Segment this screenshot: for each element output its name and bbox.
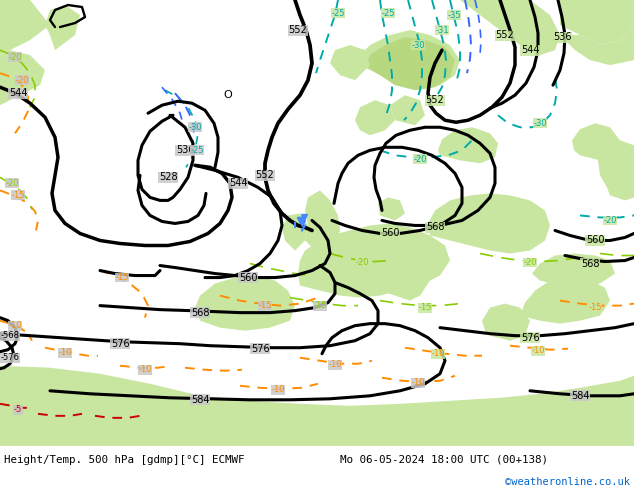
Text: -5: -5 (14, 405, 22, 415)
Text: -568: -568 (1, 331, 20, 340)
Text: 544: 544 (9, 88, 27, 98)
Text: -15: -15 (588, 303, 602, 312)
Text: 536: 536 (176, 146, 194, 155)
Text: -15: -15 (11, 191, 25, 200)
Text: -20: -20 (8, 52, 22, 62)
Text: 576: 576 (521, 333, 540, 343)
Text: -30: -30 (533, 119, 547, 128)
Text: -15: -15 (418, 303, 432, 312)
Text: -10: -10 (271, 385, 285, 394)
Text: -20: -20 (15, 75, 29, 85)
Text: -20: -20 (5, 179, 19, 188)
Text: -10: -10 (8, 321, 22, 330)
Polygon shape (560, 25, 634, 65)
Polygon shape (428, 194, 550, 253)
Text: -15: -15 (115, 273, 129, 282)
Text: 576: 576 (111, 339, 129, 349)
Text: 568: 568 (191, 308, 209, 318)
Polygon shape (360, 30, 460, 90)
Text: -25: -25 (190, 146, 204, 155)
Text: -20: -20 (413, 155, 427, 164)
Text: 560: 560 (239, 272, 257, 283)
Text: 560: 560 (586, 236, 604, 245)
Polygon shape (580, 0, 634, 10)
Text: Mo 06-05-2024 18:00 UTC (00+138): Mo 06-05-2024 18:00 UTC (00+138) (340, 455, 548, 465)
Polygon shape (390, 95, 425, 125)
Text: -10: -10 (431, 349, 444, 358)
Text: -10: -10 (138, 365, 152, 374)
Polygon shape (5, 0, 22, 15)
Polygon shape (520, 277, 610, 324)
Polygon shape (0, 50, 45, 105)
Text: 544: 544 (521, 45, 540, 55)
Polygon shape (298, 223, 450, 297)
Text: 536: 536 (553, 32, 571, 42)
Text: 560: 560 (381, 228, 399, 239)
Text: -10: -10 (531, 346, 545, 355)
Polygon shape (0, 0, 50, 55)
Text: -10: -10 (58, 348, 72, 357)
Text: 552: 552 (288, 25, 307, 35)
Polygon shape (460, 0, 560, 55)
Text: 528: 528 (158, 172, 178, 182)
Polygon shape (195, 275, 295, 331)
Text: 552: 552 (425, 95, 444, 105)
Text: 584: 584 (191, 395, 209, 405)
Text: 584: 584 (571, 391, 589, 401)
Polygon shape (305, 191, 340, 250)
Text: -30: -30 (188, 123, 202, 132)
Text: -20: -20 (523, 258, 537, 267)
Polygon shape (45, 5, 80, 50)
Polygon shape (482, 304, 530, 341)
Polygon shape (282, 214, 308, 250)
Polygon shape (598, 140, 634, 200)
Text: -15: -15 (313, 301, 327, 310)
Polygon shape (572, 123, 620, 160)
Text: -15: -15 (258, 301, 272, 310)
Polygon shape (330, 45, 370, 80)
Text: 568: 568 (581, 259, 599, 269)
Text: 552: 552 (496, 30, 514, 40)
Text: -35: -35 (447, 10, 461, 20)
Text: -576: -576 (1, 353, 20, 362)
Text: 544: 544 (229, 178, 247, 188)
Text: 552: 552 (256, 171, 275, 180)
Text: O: O (224, 90, 233, 100)
Polygon shape (560, 0, 634, 45)
Text: -30: -30 (411, 41, 425, 49)
Text: -20: -20 (355, 258, 369, 267)
Text: -25: -25 (331, 8, 345, 18)
Text: -20: -20 (603, 216, 617, 225)
Text: -10: -10 (411, 378, 425, 387)
Text: ©weatheronline.co.uk: ©weatheronline.co.uk (505, 477, 630, 487)
Text: 576: 576 (250, 343, 269, 354)
Text: -25: -25 (381, 8, 395, 18)
Polygon shape (532, 253, 615, 288)
Polygon shape (378, 197, 405, 220)
Polygon shape (438, 127, 498, 163)
Text: Height/Temp. 500 hPa [gdmp][°C] ECMWF: Height/Temp. 500 hPa [gdmp][°C] ECMWF (4, 455, 245, 465)
Polygon shape (355, 100, 395, 135)
Text: 568: 568 (426, 222, 444, 232)
Text: -31: -31 (435, 25, 449, 35)
Polygon shape (0, 366, 634, 446)
Polygon shape (375, 236, 430, 300)
Text: -10: -10 (328, 360, 342, 369)
Polygon shape (365, 37, 455, 90)
